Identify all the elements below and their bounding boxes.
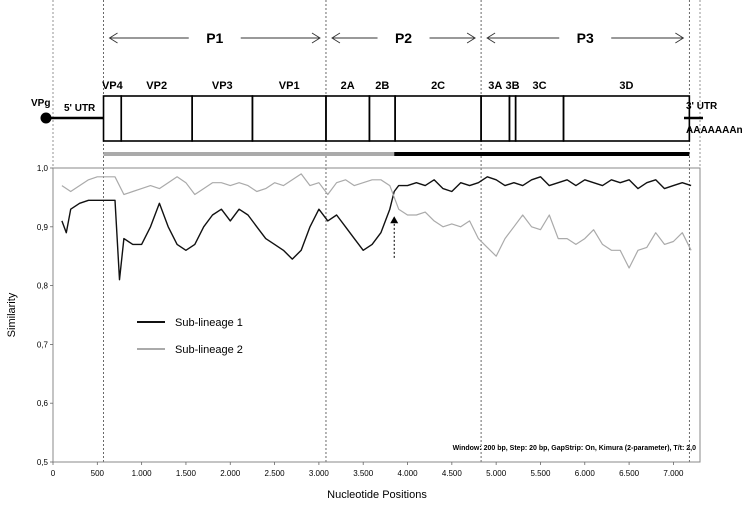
breakpoint-marker bbox=[390, 216, 399, 260]
gene-box-VP4 bbox=[102, 95, 123, 142]
gene-label-VP3: VP3 bbox=[212, 80, 233, 92]
y-axis-title: Similarity bbox=[6, 292, 18, 337]
legend-label-sub-lineage-2: Sub-lineage 2 bbox=[175, 344, 243, 356]
breakpoint-arrow bbox=[390, 216, 399, 224]
gene-label-VP1: VP1 bbox=[279, 80, 300, 92]
region-arrowhead-left-P3 bbox=[486, 32, 496, 44]
x-tick-label-4: 2.000 bbox=[220, 469, 241, 478]
gene-box-VP1 bbox=[251, 95, 327, 142]
x-axis-ticks: 0 500 1.000 1.500 2.000 2.500 3.000 3.500 4.000 4… bbox=[51, 462, 684, 478]
y-tick-label-4: 0,9 bbox=[37, 223, 49, 232]
y-tick-label-3: 0,8 bbox=[37, 282, 49, 291]
gene-label-3B: 3B bbox=[506, 80, 520, 92]
genome-map: P1 P2 P3 VPg 5' UTR VP4 VP2 VP3 VP1 2A 2B 2C 3A 3B… bbox=[31, 30, 742, 156]
x-tick-label-0: 0 bbox=[51, 469, 56, 478]
gene-label-3C: 3C bbox=[533, 80, 547, 92]
x-tick-label-11: 5.500 bbox=[530, 469, 551, 478]
x-tick-label-12: 6.000 bbox=[575, 469, 596, 478]
gene-box-3D bbox=[562, 95, 691, 142]
gene-label-3D: 3D bbox=[619, 80, 633, 92]
gene-box-VP3 bbox=[191, 95, 254, 142]
genome-bar-1 bbox=[394, 152, 690, 156]
gene-boxes bbox=[102, 95, 691, 142]
series-lines bbox=[61, 173, 692, 281]
x-tick-label-3: 1.500 bbox=[176, 469, 197, 478]
series-line-2 bbox=[61, 173, 692, 269]
region-label-P2: P2 bbox=[395, 30, 412, 46]
gene-box-2A bbox=[325, 95, 371, 142]
region-arrowhead-right-P1 bbox=[311, 32, 321, 44]
region-arrowhead-right-P3 bbox=[675, 32, 685, 44]
x-tick-label-5: 2.500 bbox=[265, 469, 286, 478]
x-tick-label-9: 4.500 bbox=[442, 469, 463, 478]
genome-bar-0 bbox=[103, 152, 395, 156]
utr5-label: 5' UTR bbox=[64, 103, 96, 114]
gene-label-VP2: VP2 bbox=[146, 80, 167, 92]
x-tick-label-8: 4.000 bbox=[398, 469, 419, 478]
y-tick-label-5: 1,0 bbox=[37, 164, 49, 173]
gene-box-2B bbox=[368, 95, 396, 142]
region-arrowhead-right-P2 bbox=[466, 32, 476, 44]
gene-label-3A: 3A bbox=[488, 80, 502, 92]
plot-frame bbox=[52, 167, 701, 463]
gene-label-2A: 2A bbox=[341, 80, 355, 92]
region-arrows bbox=[108, 32, 685, 44]
y-tick-label-0: 0,5 bbox=[37, 458, 49, 467]
gene-label-2B: 2B bbox=[375, 80, 389, 92]
region-label-P3: P3 bbox=[577, 30, 594, 46]
gene-labels: VP4 VP2 VP3 VP1 2A 2B 2C 3A 3B 3C 3D bbox=[102, 80, 634, 92]
gene-label-VP4: VP4 bbox=[102, 80, 124, 92]
gene-box-3C bbox=[514, 95, 565, 142]
x-tick-label-1: 500 bbox=[91, 469, 105, 478]
region-arrowhead-left-P1 bbox=[108, 32, 118, 44]
gene-box-3A bbox=[480, 95, 511, 142]
x-axis-title: Nucleotide Positions bbox=[327, 489, 427, 501]
region-label-P1: P1 bbox=[206, 30, 223, 46]
gene-label-2C: 2C bbox=[431, 80, 445, 92]
x-tick-label-13: 6.500 bbox=[619, 469, 640, 478]
series-line-1 bbox=[61, 176, 692, 281]
gene-box-VP2 bbox=[120, 95, 193, 142]
x-tick-label-14: 7.000 bbox=[663, 469, 684, 478]
region-labels: P1 P2 P3 bbox=[206, 30, 594, 46]
polya-label: AAAAAAAn bbox=[686, 125, 742, 136]
utr3-label: 3' UTR bbox=[686, 101, 718, 112]
x-tick-label-2: 1.000 bbox=[132, 469, 153, 478]
region-arrowhead-left-P2 bbox=[331, 32, 341, 44]
legend-label-sub-lineage-1: Sub-lineage 1 bbox=[175, 317, 243, 329]
legend: Sub-lineage 1 Sub-lineage 2 bbox=[137, 317, 243, 356]
y-tick-label-1: 0,6 bbox=[37, 399, 49, 408]
y-axis-ticks: 0,5 0,6 0,7 0,8 0,9 1,0 bbox=[37, 164, 53, 467]
x-tick-label-6: 3.000 bbox=[309, 469, 330, 478]
x-tick-label-7: 3.500 bbox=[353, 469, 374, 478]
boundary-lines bbox=[52, 0, 701, 462]
y-tick-label-2: 0,7 bbox=[37, 340, 49, 349]
genome-bars bbox=[103, 152, 690, 156]
gene-box-3B bbox=[508, 95, 517, 142]
x-tick-label-10: 5.000 bbox=[486, 469, 507, 478]
vpg-label: VPg bbox=[31, 98, 50, 109]
analysis-parameters: Window: 200 bp, Step: 20 bp, GapStrip: O… bbox=[453, 445, 697, 452]
gene-box-2C bbox=[394, 95, 482, 142]
